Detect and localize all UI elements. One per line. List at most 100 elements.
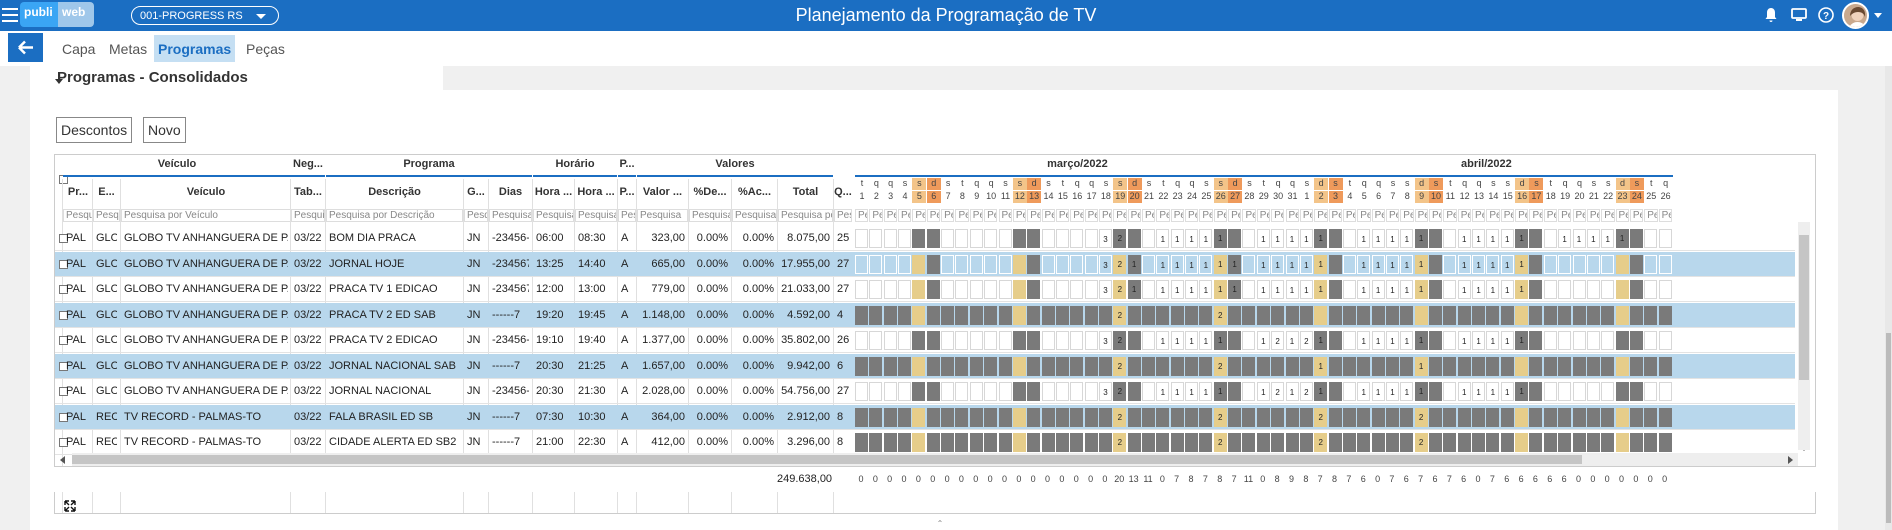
calendar-day-cell[interactable] bbox=[1543, 356, 1557, 376]
calendar-day-cell[interactable]: 1 bbox=[1314, 382, 1328, 401]
calendar-day-cell[interactable] bbox=[926, 433, 940, 452]
calendar-day-cell[interactable]: 1 bbox=[1400, 229, 1414, 248]
day-filter-input[interactable]: Pe bbox=[1156, 209, 1170, 222]
calendar-day-cell[interactable]: 1 bbox=[1371, 254, 1385, 274]
calendar-day-cell[interactable] bbox=[998, 305, 1012, 325]
calendar-day-cell[interactable] bbox=[1127, 229, 1141, 248]
calendar-day-cell[interactable] bbox=[855, 407, 868, 427]
calendar-day-cell[interactable]: 3 bbox=[1098, 382, 1112, 401]
calendar-day-cell[interactable]: 1 bbox=[1170, 331, 1184, 350]
calendar-day-cell[interactable]: 1 bbox=[1472, 331, 1486, 350]
calendar-day-cell[interactable] bbox=[1601, 433, 1615, 452]
calendar-day-cell[interactable] bbox=[1242, 382, 1256, 401]
calendar-day-cell[interactable]: 1 bbox=[1385, 331, 1399, 350]
calendar-day-cell[interactable] bbox=[955, 229, 969, 248]
calendar-day-cell[interactable] bbox=[1299, 433, 1313, 452]
calendar-day-cell[interactable] bbox=[1371, 305, 1385, 325]
filter-input-desc[interactable]: Pesquisa bbox=[689, 209, 731, 222]
calendar-day-cell[interactable] bbox=[883, 407, 897, 427]
calendar-day-cell[interactable] bbox=[969, 382, 983, 401]
calendar-day-cell[interactable]: 1 bbox=[1170, 280, 1184, 299]
calendar-day-cell[interactable] bbox=[1299, 305, 1313, 325]
column-header-dias[interactable]: Dias bbox=[498, 186, 523, 198]
calendar-day-cell[interactable] bbox=[1055, 331, 1069, 350]
calendar-day-cell[interactable]: 2 bbox=[1314, 407, 1328, 427]
calendar-day-cell[interactable]: 1 bbox=[1156, 229, 1170, 248]
calendar-day-cell[interactable]: 2 bbox=[1113, 280, 1127, 299]
calendar-day-cell[interactable]: 1 bbox=[1271, 254, 1285, 274]
calendar-day-cell[interactable]: 2 bbox=[1113, 305, 1127, 325]
row-checkbox[interactable] bbox=[59, 310, 68, 320]
calendar-day-cell[interactable]: 1 bbox=[1400, 254, 1414, 274]
calendar-day-cell[interactable] bbox=[1012, 331, 1026, 350]
calendar-day-cell[interactable]: 1 bbox=[1586, 229, 1600, 248]
calendar-day-cell[interactable] bbox=[998, 229, 1012, 248]
calendar-day-cell[interactable] bbox=[1558, 433, 1572, 452]
calendar-day-cell[interactable] bbox=[1228, 382, 1242, 401]
calendar-day-cell[interactable] bbox=[1558, 331, 1572, 350]
day-filter-input[interactable]: Pe bbox=[1285, 209, 1299, 222]
calendar-day-cell[interactable] bbox=[1012, 254, 1026, 274]
calendar-day-cell[interactable] bbox=[926, 305, 940, 325]
calendar-day-cell[interactable] bbox=[1084, 433, 1098, 452]
menu-icon[interactable] bbox=[2, 6, 18, 24]
filter-input-p[interactable]: Pes bbox=[618, 209, 636, 222]
calendar-day-cell[interactable]: 1 bbox=[1285, 382, 1299, 401]
day-filter-input[interactable]: Pe bbox=[1070, 209, 1084, 222]
calendar-day-cell[interactable] bbox=[1429, 433, 1442, 452]
calendar-day-cell[interactable] bbox=[1500, 356, 1514, 376]
calendar-day-cell[interactable] bbox=[1027, 331, 1041, 350]
calendar-day-cell[interactable] bbox=[1543, 229, 1557, 248]
calendar-day-cell[interactable]: 1 bbox=[1314, 331, 1328, 350]
calendar-day-cell[interactable] bbox=[1429, 407, 1442, 427]
calendar-day-cell[interactable] bbox=[1601, 356, 1615, 376]
calendar-day-cell[interactable]: 1 bbox=[1199, 280, 1213, 299]
calendar-day-cell[interactable] bbox=[1500, 305, 1514, 325]
calendar-day-cell[interactable]: 3 bbox=[1098, 254, 1112, 274]
expand-icon[interactable] bbox=[64, 500, 76, 512]
calendar-day-cell[interactable] bbox=[883, 280, 897, 299]
calendar-day-cell[interactable]: 2 bbox=[1314, 433, 1328, 452]
calendar-day-cell[interactable] bbox=[1041, 382, 1055, 401]
calendar-day-cell[interactable] bbox=[955, 382, 969, 401]
calendar-day-cell[interactable] bbox=[869, 305, 883, 325]
calendar-day-cell[interactable] bbox=[1185, 407, 1199, 427]
calendar-day-cell[interactable] bbox=[1443, 433, 1457, 452]
tab-programas[interactable]: Programas bbox=[154, 35, 236, 62]
day-filter-input[interactable]: Pe bbox=[1084, 209, 1098, 222]
calendar-day-cell[interactable] bbox=[984, 407, 998, 427]
calendar-day-cell[interactable] bbox=[1586, 331, 1600, 350]
calendar-day-cell[interactable]: 2 bbox=[1213, 356, 1227, 376]
collapse-caret-icon[interactable] bbox=[55, 79, 63, 84]
calendar-day-cell[interactable] bbox=[869, 407, 883, 427]
calendar-day-cell[interactable] bbox=[1615, 280, 1629, 299]
calendar-day-cell[interactable] bbox=[1328, 433, 1342, 452]
calendar-day-cell[interactable] bbox=[1055, 280, 1069, 299]
calendar-day-cell[interactable] bbox=[1601, 254, 1615, 274]
calendar-day-cell[interactable]: 1 bbox=[1199, 331, 1213, 350]
calendar-day-cell[interactable]: 1 bbox=[1414, 331, 1428, 350]
calendar-day-cell[interactable]: 1 bbox=[1515, 382, 1529, 401]
calendar-day-cell[interactable] bbox=[1084, 305, 1098, 325]
day-filter-input[interactable]: Pe bbox=[1472, 209, 1486, 222]
grid-vertical-scroll-thumb[interactable] bbox=[1799, 235, 1809, 380]
calendar-day-cell[interactable]: 1 bbox=[1414, 229, 1428, 248]
calendar-day-cell[interactable] bbox=[1543, 331, 1557, 350]
calendar-day-cell[interactable] bbox=[969, 280, 983, 299]
column-header-tabela[interactable]: Tab... bbox=[294, 186, 322, 198]
calendar-day-cell[interactable] bbox=[1041, 305, 1055, 325]
calendar-day-cell[interactable]: 1 bbox=[1515, 331, 1529, 350]
calendar-day-cell[interactable]: 2 bbox=[1113, 433, 1127, 452]
calendar-day-cell[interactable] bbox=[912, 280, 926, 299]
calendar-day-cell[interactable] bbox=[1142, 382, 1155, 401]
calendar-day-cell[interactable] bbox=[1142, 280, 1155, 299]
calendar-day-cell[interactable] bbox=[1658, 382, 1672, 401]
calendar-day-cell[interactable] bbox=[1242, 229, 1256, 248]
calendar-day-cell[interactable] bbox=[1486, 305, 1500, 325]
calendar-day-cell[interactable] bbox=[1586, 382, 1600, 401]
resize-handle-icon[interactable]: ⌃ bbox=[936, 519, 944, 528]
calendar-day-cell[interactable] bbox=[912, 356, 926, 376]
calendar-day-cell[interactable]: 2 bbox=[1299, 331, 1313, 350]
calendar-day-cell[interactable] bbox=[1644, 331, 1658, 350]
calendar-day-cell[interactable] bbox=[1012, 305, 1026, 325]
